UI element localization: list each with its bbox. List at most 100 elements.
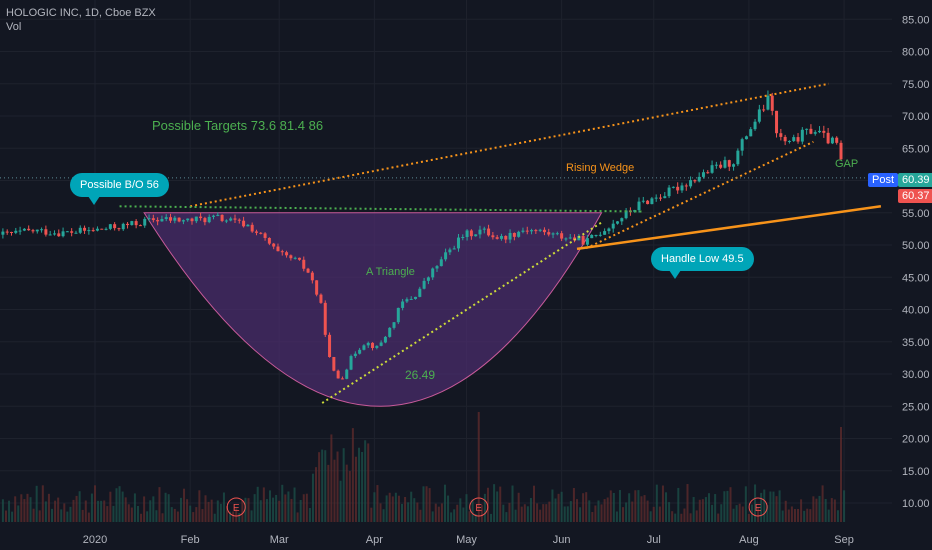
volume-bar [342,448,345,522]
candle-body [770,95,774,111]
volume-bar [410,491,413,522]
volume-bar [717,513,720,522]
volume-bar [569,501,572,522]
candle-body [345,369,349,379]
volume-bar [618,490,621,522]
volume-bar [720,504,723,522]
candle-body [736,150,740,165]
volume-bar [649,511,652,522]
volume-bar [275,494,278,522]
candle-body [414,296,418,299]
volume-bar [818,495,821,522]
volume-bar [247,498,250,522]
volume-bar [450,512,453,522]
earnings-marker [469,497,489,517]
candle-body [306,268,310,273]
candle-body [27,228,31,231]
volume-bar [44,501,47,522]
candle-body [285,252,289,256]
candle-body [91,230,95,232]
volume-bar [63,503,66,522]
candle-body [448,249,452,253]
candle-body [641,200,645,202]
candle-body [340,378,344,380]
candle-body [40,229,44,231]
volume-bar [308,507,311,522]
volume-bar [367,443,370,522]
volume-bar [222,492,225,522]
volume-bar [78,491,81,522]
volume-bar [305,493,308,522]
candle-body [113,224,117,229]
candle-body [95,228,99,231]
volume-bar [4,510,7,522]
volume-bar [14,496,17,522]
candle-body [379,342,383,346]
volume-bar [609,490,612,522]
volume-bar [422,486,425,522]
triangle-support-line [321,221,603,404]
volume-bar [677,487,680,522]
volume-bar [66,511,69,522]
volume-bar [769,491,772,522]
candle-body [757,109,761,122]
candle-body [800,129,804,142]
candle-body [126,223,130,226]
volume-bar [404,496,407,522]
volume-bar [327,464,330,522]
volume-bar [477,412,480,522]
volume-bar [136,505,139,522]
candle-body [31,230,35,232]
candle-body [44,229,48,235]
candle-body [229,218,233,221]
y-tick-label: 70.00 [902,111,930,123]
candle-body [250,224,254,232]
candle-body [749,129,753,137]
candle-body [603,231,607,235]
candle-body [362,345,366,350]
volume-bar [480,504,483,522]
volume-bar [121,491,124,522]
candle-body [242,220,246,227]
handle-low-callout: Handle Low 49.5 [651,247,754,279]
candle-body [383,336,387,343]
volume-bar [164,492,167,522]
candle-body [431,268,435,278]
earnings-marker-label: E [755,503,762,514]
volume-bar [757,507,760,522]
candle-body [310,272,314,281]
y-tick-label: 20.00 [902,434,930,446]
candle-body [237,219,241,221]
candle-body [499,235,503,239]
x-tick-label: May [456,534,477,546]
volume-bar [391,496,394,522]
volume-bar [179,497,182,522]
volume-bar [413,498,416,522]
candle-body [744,136,748,140]
candle-body [143,218,147,226]
y-tick-label: 25.00 [902,401,930,413]
volume-bar [443,484,446,522]
candle-body [555,233,559,235]
volume-bar [695,510,698,522]
volume-bar [843,490,846,522]
volume-bar [244,497,247,522]
y-tick-label: 30.00 [902,369,930,381]
candle-body [830,137,834,144]
volume-bar [711,504,714,522]
volume-bar [57,497,60,522]
volume-bar [345,464,348,522]
volume-bar [250,510,253,522]
volume-bar [32,508,35,522]
volume-bar [35,485,38,522]
volume-bar [118,486,121,522]
volume-bar [680,513,683,522]
candle-body [534,230,538,232]
candle-body [164,217,168,220]
volume-bar [575,499,578,522]
candle-body [173,217,177,221]
candle-body [710,165,714,173]
candle-body [1,231,5,235]
volume-bar [109,491,112,522]
